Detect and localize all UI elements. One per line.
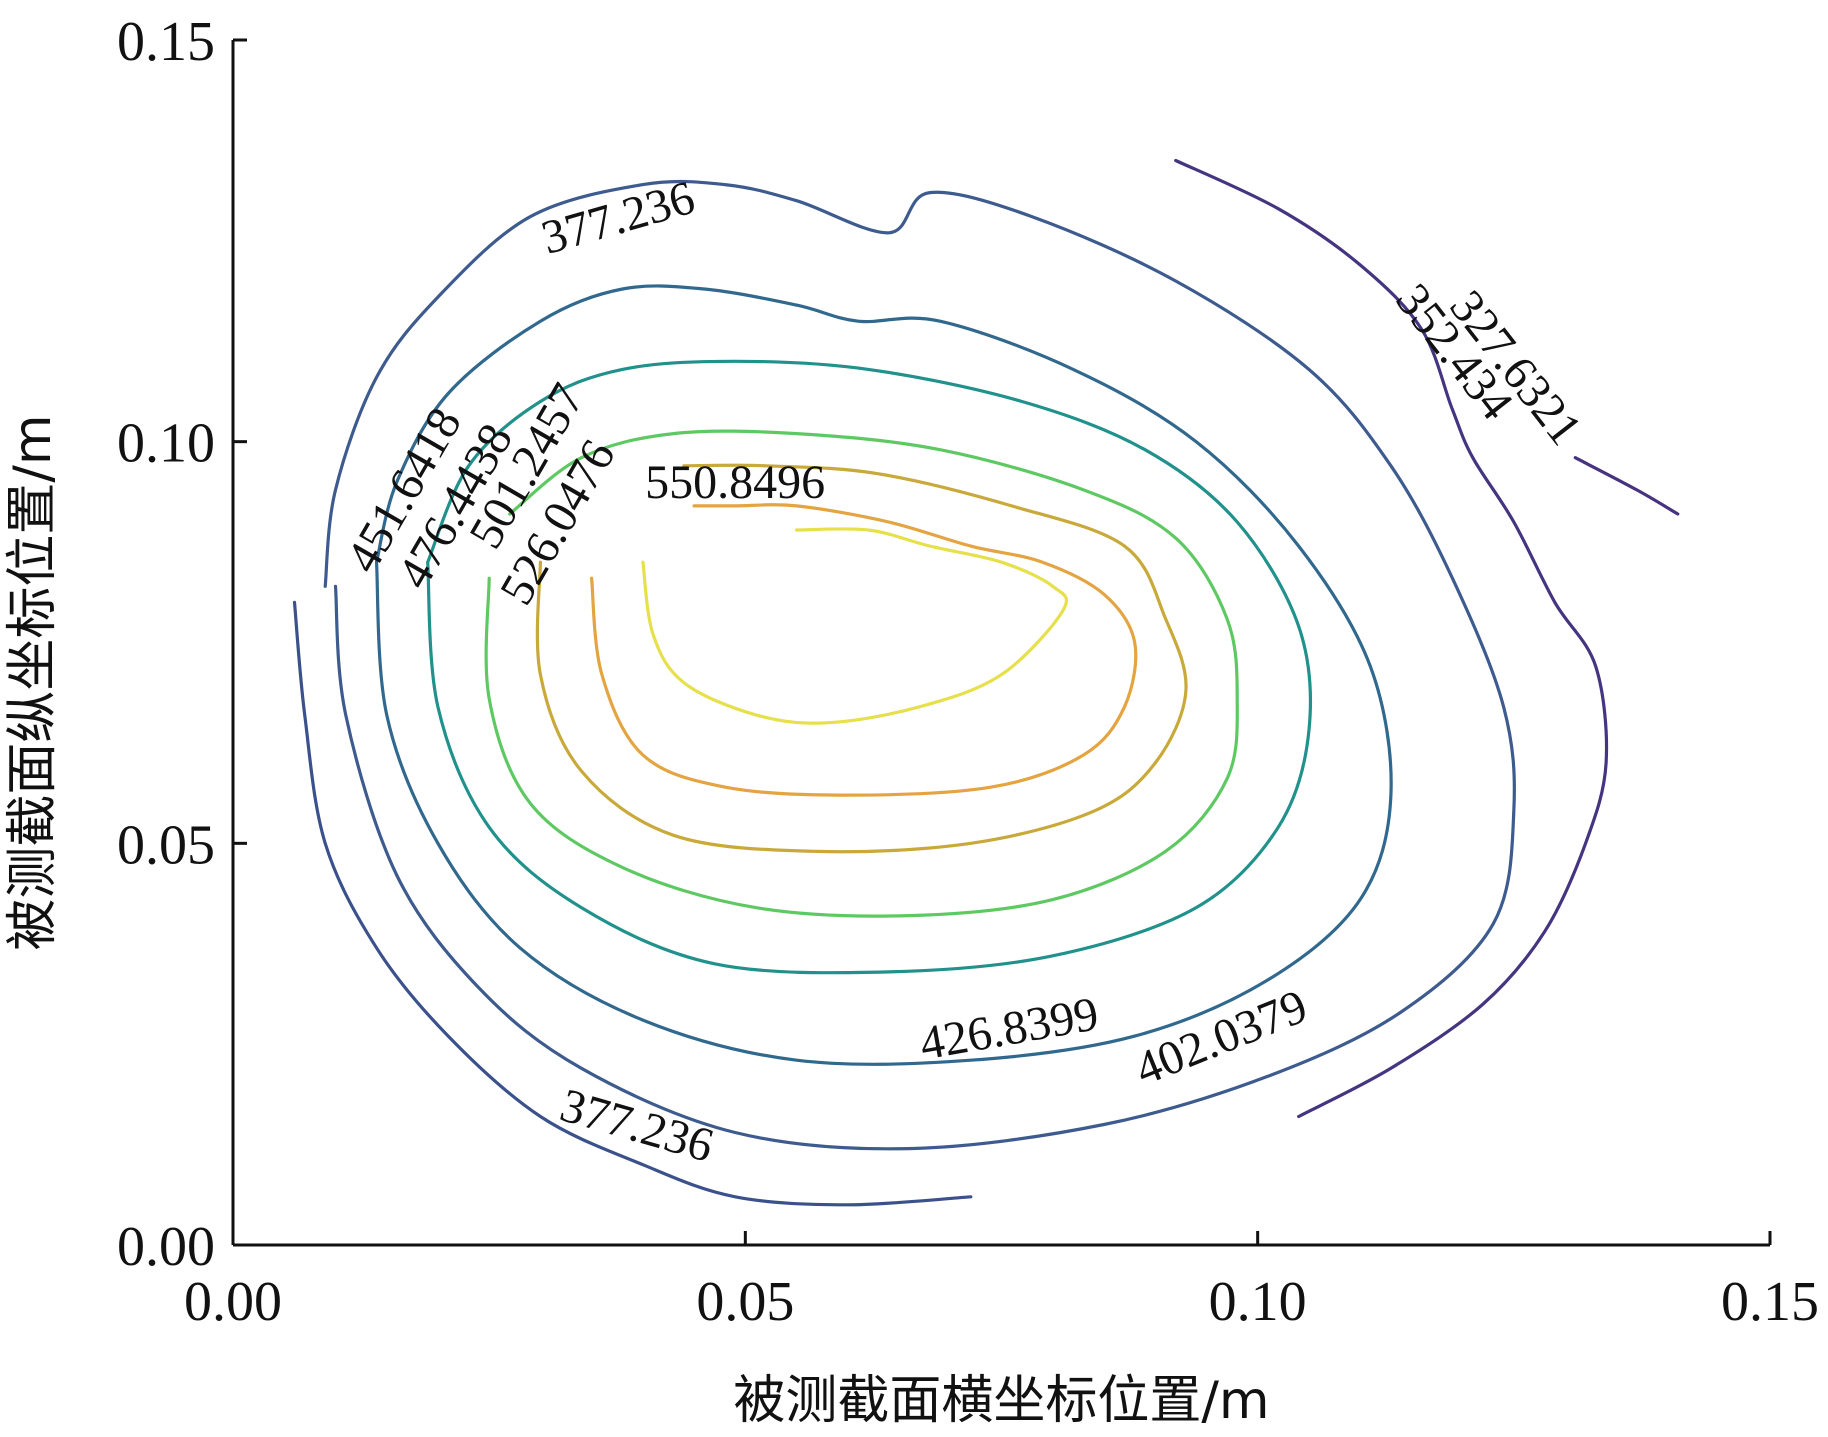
- y-axis-title: 被测截面纵坐标位置/m: [3, 414, 63, 950]
- y-tick-label: 0.00: [117, 1216, 215, 1278]
- contour-line-451.6418: [426, 359, 1313, 975]
- contour-label-10: 402.0379: [1128, 980, 1315, 1097]
- contour-lines: [292, 158, 1680, 1207]
- contour-label-0: 377.236: [536, 171, 701, 265]
- contour-line-476.4438: [484, 429, 1239, 918]
- x-tick-label: 0.00: [184, 1271, 282, 1333]
- contour-line-352.434: [1174, 158, 1609, 1119]
- contour-line-402.0379: [323, 179, 1516, 1151]
- y-tick-label: 0.15: [117, 11, 215, 73]
- x-tick-label: 0.10: [1209, 1271, 1307, 1333]
- contour-line-501.2457: [535, 463, 1188, 854]
- ticks: 0.00 0.05 0.10 0.15 0.00 0.05 0.10 0.15: [117, 11, 1819, 1333]
- contour-line-327.6321: [1573, 456, 1680, 516]
- x-tick-label: 0.05: [696, 1271, 794, 1333]
- y-tick-label: 0.10: [117, 413, 215, 475]
- x-tick-label: 0.15: [1721, 1271, 1819, 1333]
- contour-labels: 377.236377.236327.6321352.434451.6418476…: [336, 171, 1592, 1173]
- y-tick-label: 0.05: [117, 814, 215, 876]
- x-axis-title: 被测截面横坐标位置/m: [733, 1371, 1269, 1431]
- contour-line-526.0476: [590, 503, 1138, 797]
- axes: [231, 40, 1770, 1247]
- contour-line-550.8496: [641, 527, 1069, 725]
- contour-label-8: 550.8496: [645, 456, 825, 509]
- contour-label-1: 377.236: [555, 1079, 720, 1173]
- contour-line-377.236: [292, 600, 973, 1207]
- contour-line-426.8399: [374, 284, 1393, 1066]
